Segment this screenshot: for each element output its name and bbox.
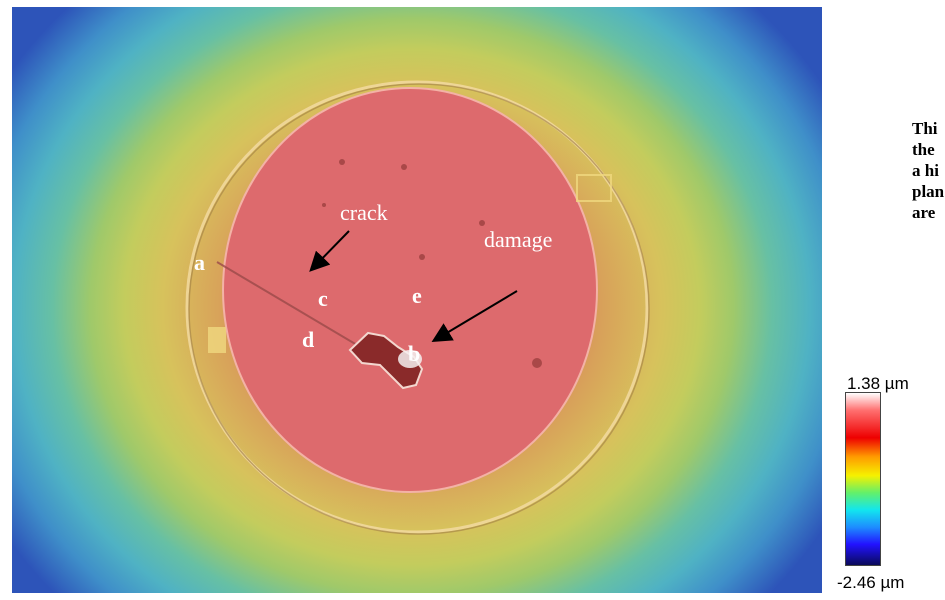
pit [339,159,345,165]
inner-pad [222,87,598,493]
caption-line: Thi [912,119,938,138]
point-e-label: e [412,283,422,308]
pit [532,358,542,368]
caption-line: a hi [912,161,939,180]
ring-defect [208,327,226,353]
pit [401,164,407,170]
surface-features [185,80,650,535]
pit [419,254,425,260]
damage-highlight [398,350,422,368]
caption-text: Thi the a hi plan are [912,118,945,223]
surface-height-map: crack damage a c e d b [12,7,822,593]
ring-defect [576,174,612,202]
crack-arrow [309,230,350,272]
pit [479,220,485,226]
point-d-label: d [302,327,315,352]
crack-line [216,261,358,346]
point-a-label: a [194,250,205,275]
caption-line: are [912,203,936,222]
outer-ring-shadow [188,83,650,535]
point-c-label: c [318,286,328,311]
damage-blob [348,331,424,390]
caption-line: plan [912,182,945,201]
damage-arrow [431,290,518,343]
point-b-label: b [408,341,421,366]
crack-label: crack [340,200,388,225]
scale-max-label: 1.38 µm [847,374,909,393]
color-scale-bar [845,392,881,566]
damage-label: damage [484,227,553,252]
outer-ring [185,80,649,534]
pit [322,203,326,207]
caption-line: the [912,140,935,159]
scale-min-label: -2.46 µm [837,573,905,592]
